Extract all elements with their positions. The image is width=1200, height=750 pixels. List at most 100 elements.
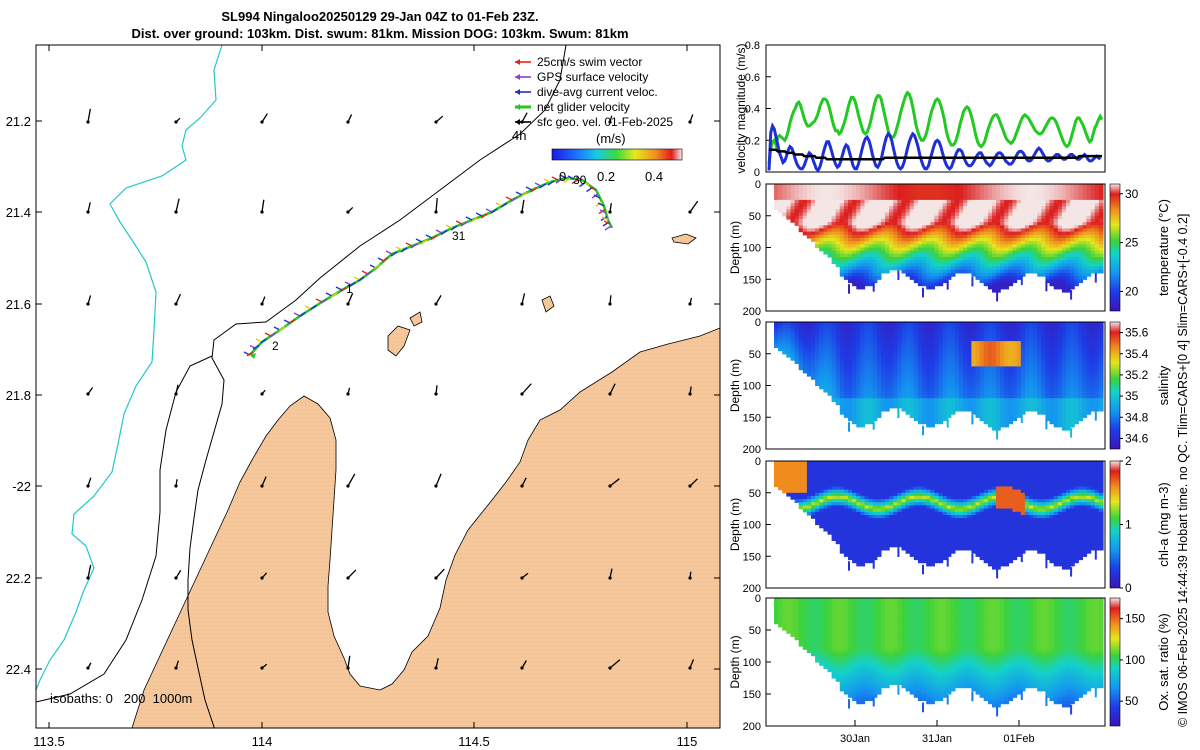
heatmap-cell <box>1078 410 1083 415</box>
heatmap-cell <box>1016 253 1022 258</box>
heatmap-cell <box>946 250 952 255</box>
heatmap-cell <box>1037 253 1042 258</box>
heatmap-cell <box>880 388 886 393</box>
heatmap-cell <box>917 263 923 268</box>
heatmap-cell <box>955 360 960 364</box>
heatmap-cell <box>1037 266 1042 271</box>
heatmap-cell <box>1053 366 1059 371</box>
heatmap-cell <box>815 492 820 497</box>
heatmap-cell <box>905 328 911 333</box>
heatmap-cell <box>905 244 911 249</box>
heatmap-cell <box>975 350 981 355</box>
heatmap-cell <box>802 215 808 220</box>
heatmap-cell <box>860 360 866 364</box>
heatmap-cell <box>963 337 968 342</box>
heatmap-cell <box>901 382 907 387</box>
heatmap-cell <box>798 350 804 355</box>
track-vector <box>445 224 453 229</box>
heatmap-cell <box>843 325 849 329</box>
heatmap-cell <box>983 407 989 412</box>
heatmap-cell <box>827 331 833 336</box>
heatmap-cell <box>835 356 841 361</box>
heatmap-cell <box>955 369 960 374</box>
heatmap-cell <box>979 385 985 390</box>
heatmap-cell <box>1066 379 1071 383</box>
heatmap-cell <box>1090 347 1096 352</box>
heatmap-cell <box>889 366 894 371</box>
heatmap-cell <box>922 241 927 245</box>
heatmap-cell <box>963 228 968 233</box>
heatmap-cell <box>1004 376 1009 380</box>
heatmap-cell <box>848 228 853 233</box>
heatmap-cell <box>876 269 882 274</box>
track-vector <box>320 298 328 304</box>
heatmap-cell <box>1061 209 1067 214</box>
heatmap-cell <box>815 234 820 239</box>
heatmap-cell <box>880 212 886 217</box>
heatmap-cell <box>913 228 919 233</box>
heatmap-cell <box>839 372 845 377</box>
heatmap-cell <box>996 279 1001 284</box>
heatmap-cell <box>1004 325 1009 329</box>
heatmap-cell <box>819 495 824 500</box>
heatmap-cell <box>1053 328 1059 333</box>
heatmap-cell <box>778 184 783 188</box>
heatmap-cell <box>819 502 824 507</box>
heatmap-cell <box>967 372 972 377</box>
heatmap-cell <box>967 222 972 226</box>
heatmap-cell <box>1000 234 1005 239</box>
heatmap-cell <box>1066 388 1071 393</box>
heatmap-cell <box>1070 257 1075 261</box>
heatmap-cell <box>930 337 935 342</box>
legend-entry-label: sfc geo. vel. 01-Feb-2025 <box>537 115 673 129</box>
heatmap-cell <box>1074 404 1079 409</box>
heatmap-cell <box>827 508 833 513</box>
heatmap-cell <box>1004 341 1009 345</box>
heatmap-cell <box>852 398 857 402</box>
heatmap-cell <box>885 231 890 236</box>
heatmap-cell <box>802 209 808 214</box>
heatmap-cell <box>967 238 972 242</box>
heatmap-cell <box>839 337 845 342</box>
heatmap-cell <box>827 382 833 387</box>
heatmap-cell <box>1090 344 1096 348</box>
heatmap-cell <box>1024 376 1030 380</box>
heatmap-cell <box>942 414 948 418</box>
velocity-y-tick-label: 0.6 <box>745 72 760 84</box>
heatmap-cell <box>979 376 985 380</box>
heatmap-cell <box>880 395 886 399</box>
geo-arrow-tail <box>608 484 612 488</box>
heatmap-cell <box>868 350 874 355</box>
heatmap-cell <box>1004 241 1009 245</box>
heatmap-cell <box>1078 250 1083 255</box>
heatmap-cell <box>955 257 960 261</box>
heatmap-cell <box>1041 356 1046 361</box>
heatmap-cell <box>1041 382 1046 387</box>
heatmap-cell <box>889 206 894 210</box>
heatmap-cell <box>839 388 845 393</box>
heatmap-cell <box>831 530 837 535</box>
heatmap-cell <box>975 228 981 233</box>
heatmap-cell <box>811 199 816 204</box>
heatmap-cell <box>823 467 829 472</box>
heatmap-cell <box>778 464 783 468</box>
heatmap-cell <box>1041 369 1046 374</box>
heatmap-cell <box>1053 253 1059 258</box>
heatmap-cell <box>987 260 993 264</box>
heatmap-cell <box>1045 344 1051 348</box>
heatmap-cell <box>967 334 972 339</box>
heatmap-cell <box>876 215 882 220</box>
heatmap-cell <box>930 322 935 326</box>
heatmap-cell <box>1086 363 1092 368</box>
heatmap-cell <box>1078 276 1083 280</box>
heatmap-cell <box>864 372 870 377</box>
heatmap-cell <box>1061 193 1067 198</box>
heatmap-cell <box>1057 331 1063 336</box>
heatmap-cell <box>843 366 849 371</box>
heatmap-cell <box>983 263 989 268</box>
heatmap-cell <box>802 486 808 491</box>
heatmap-cell <box>959 407 964 412</box>
heatmap-cell <box>1066 263 1071 268</box>
heatmap-cell <box>835 190 841 195</box>
heatmap-cell <box>889 337 894 342</box>
